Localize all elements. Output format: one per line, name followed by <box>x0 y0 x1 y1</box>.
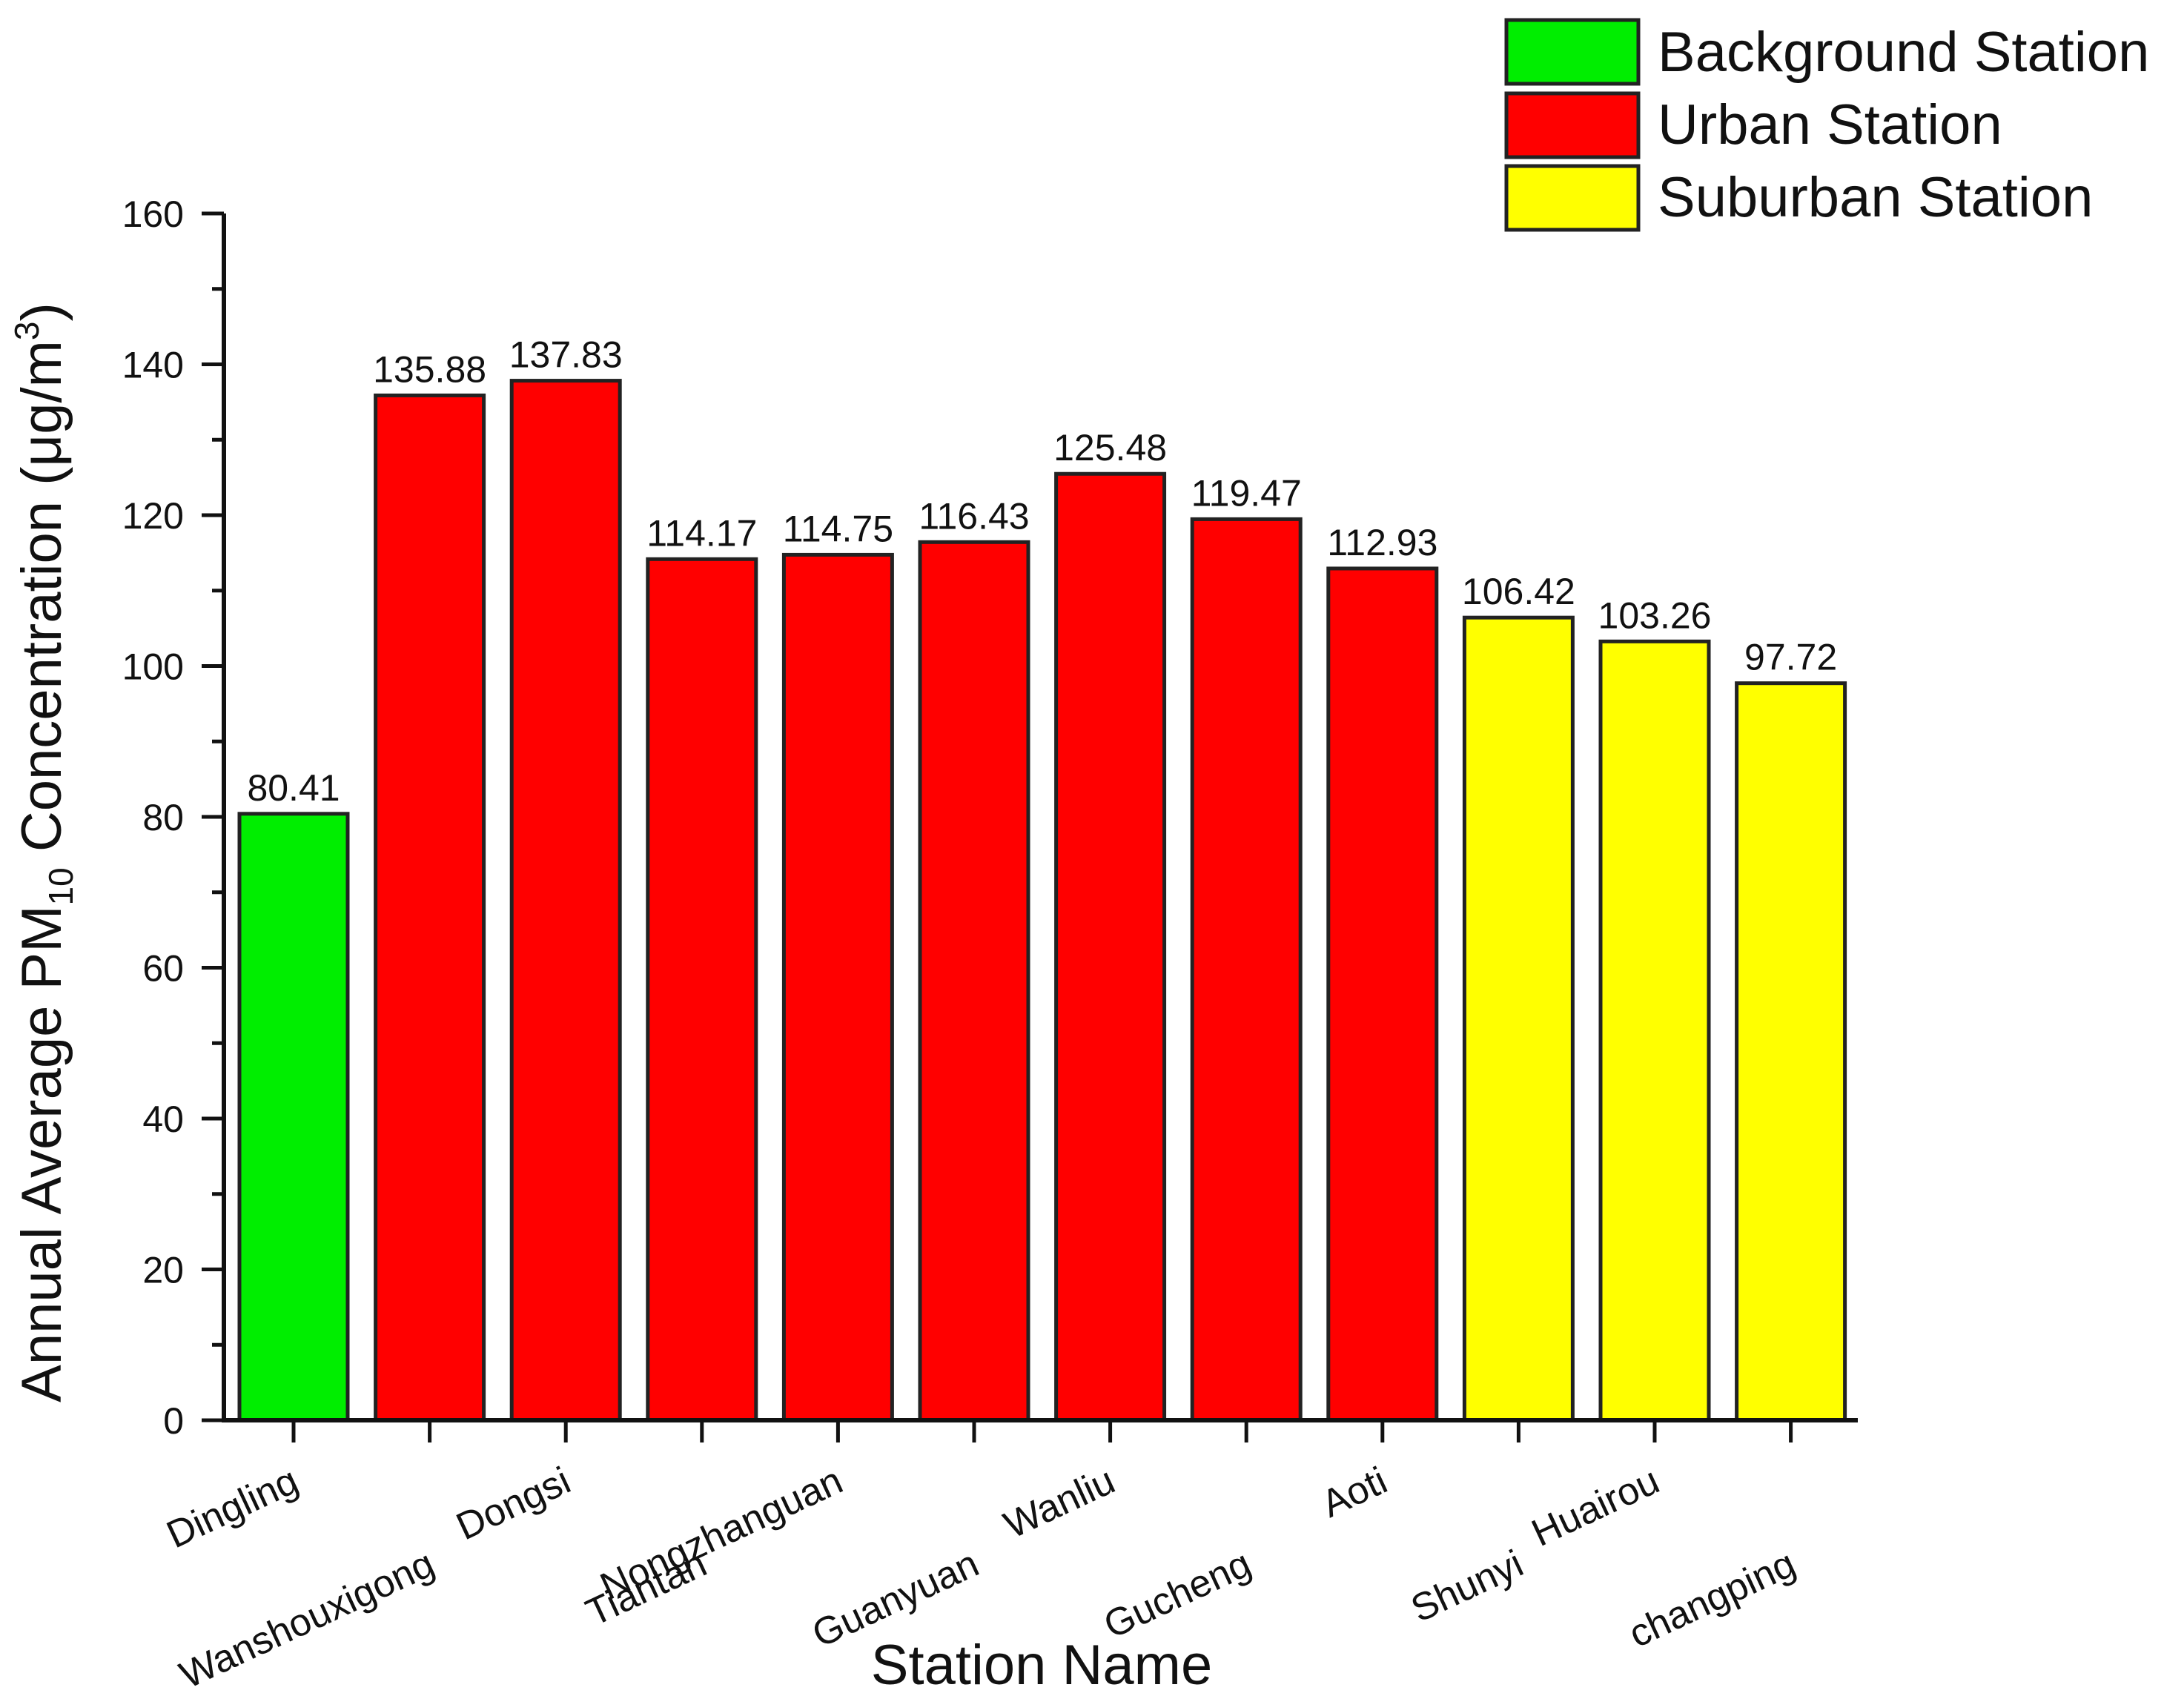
bar-huairou <box>1598 639 1711 1422</box>
y-axis-title: Annual Average PM10 Concentration (μg/m3… <box>7 302 80 1402</box>
bar-nongzhanguan <box>781 552 894 1422</box>
x-tick-label: Aoti <box>1315 1459 1394 1526</box>
bar-gucheng <box>1190 517 1303 1422</box>
data-label: 114.17 <box>646 512 757 554</box>
data-label: 103.26 <box>1598 594 1712 636</box>
y-axis-title-superscript: 3 <box>7 321 46 340</box>
y-axis-title-unit-rest: g/m <box>10 340 73 434</box>
y-axis-title-subscript: 10 <box>42 867 80 905</box>
bar-dingling <box>237 812 350 1422</box>
data-label: 97.72 <box>1744 637 1837 678</box>
data-label: 116.43 <box>919 495 1029 537</box>
bar-dongsi <box>509 379 622 1422</box>
y-tick-label: 80 <box>142 797 184 838</box>
bars-layer <box>237 379 1847 1422</box>
bar-tiantan <box>646 557 758 1422</box>
y-tick-label: 60 <box>142 948 184 990</box>
x-tick-label: Shunyi <box>1405 1542 1530 1631</box>
y-axis-title-unit-mu: μ <box>10 434 73 467</box>
legend-label-background: Background Station <box>1658 21 2149 84</box>
axes-layer <box>202 211 1858 1442</box>
y-tick-label: 0 <box>163 1400 184 1442</box>
data-label: 137.83 <box>509 334 623 376</box>
x-tick-label: Dongsi <box>450 1459 577 1548</box>
x-tick-label: changping <box>1623 1542 1802 1656</box>
legend: Background Station Urban Station Suburba… <box>1504 18 2149 232</box>
bar-shunyi <box>1462 615 1575 1422</box>
data-label: 119.47 <box>1191 472 1302 514</box>
y-axis-title-suffix: ) <box>10 302 73 321</box>
y-tick-label: 120 <box>122 495 184 537</box>
x-axis-title: Station Name <box>871 1634 1212 1696</box>
x-tick-label: Dingling <box>160 1459 305 1557</box>
data-label: 112.93 <box>1327 522 1437 563</box>
legend-label-urban: Urban Station <box>1658 93 2002 156</box>
y-axis-title-middle: Concentration ( <box>10 467 73 868</box>
legend-swatch-urban <box>1504 91 1641 159</box>
bar-guanyuan <box>918 540 1030 1422</box>
legend-item-background: Background Station <box>1504 18 2149 86</box>
y-tick-label: 160 <box>122 193 184 235</box>
data-label: 80.41 <box>247 767 340 809</box>
data-label: 106.42 <box>1462 571 1575 612</box>
bar-wanshouxigong <box>374 393 486 1422</box>
labels-layer: 80.41 Dingling 135.88 Wanshouxigong 137.83 Do… <box>122 193 1838 1696</box>
bar-wanliu <box>1054 471 1167 1422</box>
bar-aoti <box>1326 566 1439 1422</box>
x-tick-label: Huairou <box>1526 1459 1667 1555</box>
data-label: 135.88 <box>373 348 486 390</box>
y-axis-title-prefix: Annual Average PM <box>10 905 73 1402</box>
x-tick-label: Wanshouxigong <box>173 1542 441 1696</box>
y-tick-label: 20 <box>142 1250 184 1291</box>
legend-swatch-suburban <box>1504 164 1641 232</box>
data-label: 125.48 <box>1053 427 1167 468</box>
y-tick-label: 140 <box>122 345 184 386</box>
x-tick-label: Wanliu <box>998 1459 1122 1547</box>
data-label: 114.75 <box>783 508 893 549</box>
bar-changping <box>1735 681 1847 1422</box>
legend-swatch-background <box>1504 18 1641 86</box>
x-tick-label: Gucheng <box>1097 1542 1257 1647</box>
legend-item-urban: Urban Station <box>1504 91 2002 159</box>
legend-label-suburban: Suburban Station <box>1658 166 2093 229</box>
y-tick-label: 100 <box>122 646 184 688</box>
x-tick-label: Nongzhanguan <box>594 1459 849 1609</box>
legend-item-suburban: Suburban Station <box>1504 164 2093 232</box>
y-tick-label: 40 <box>142 1099 184 1140</box>
